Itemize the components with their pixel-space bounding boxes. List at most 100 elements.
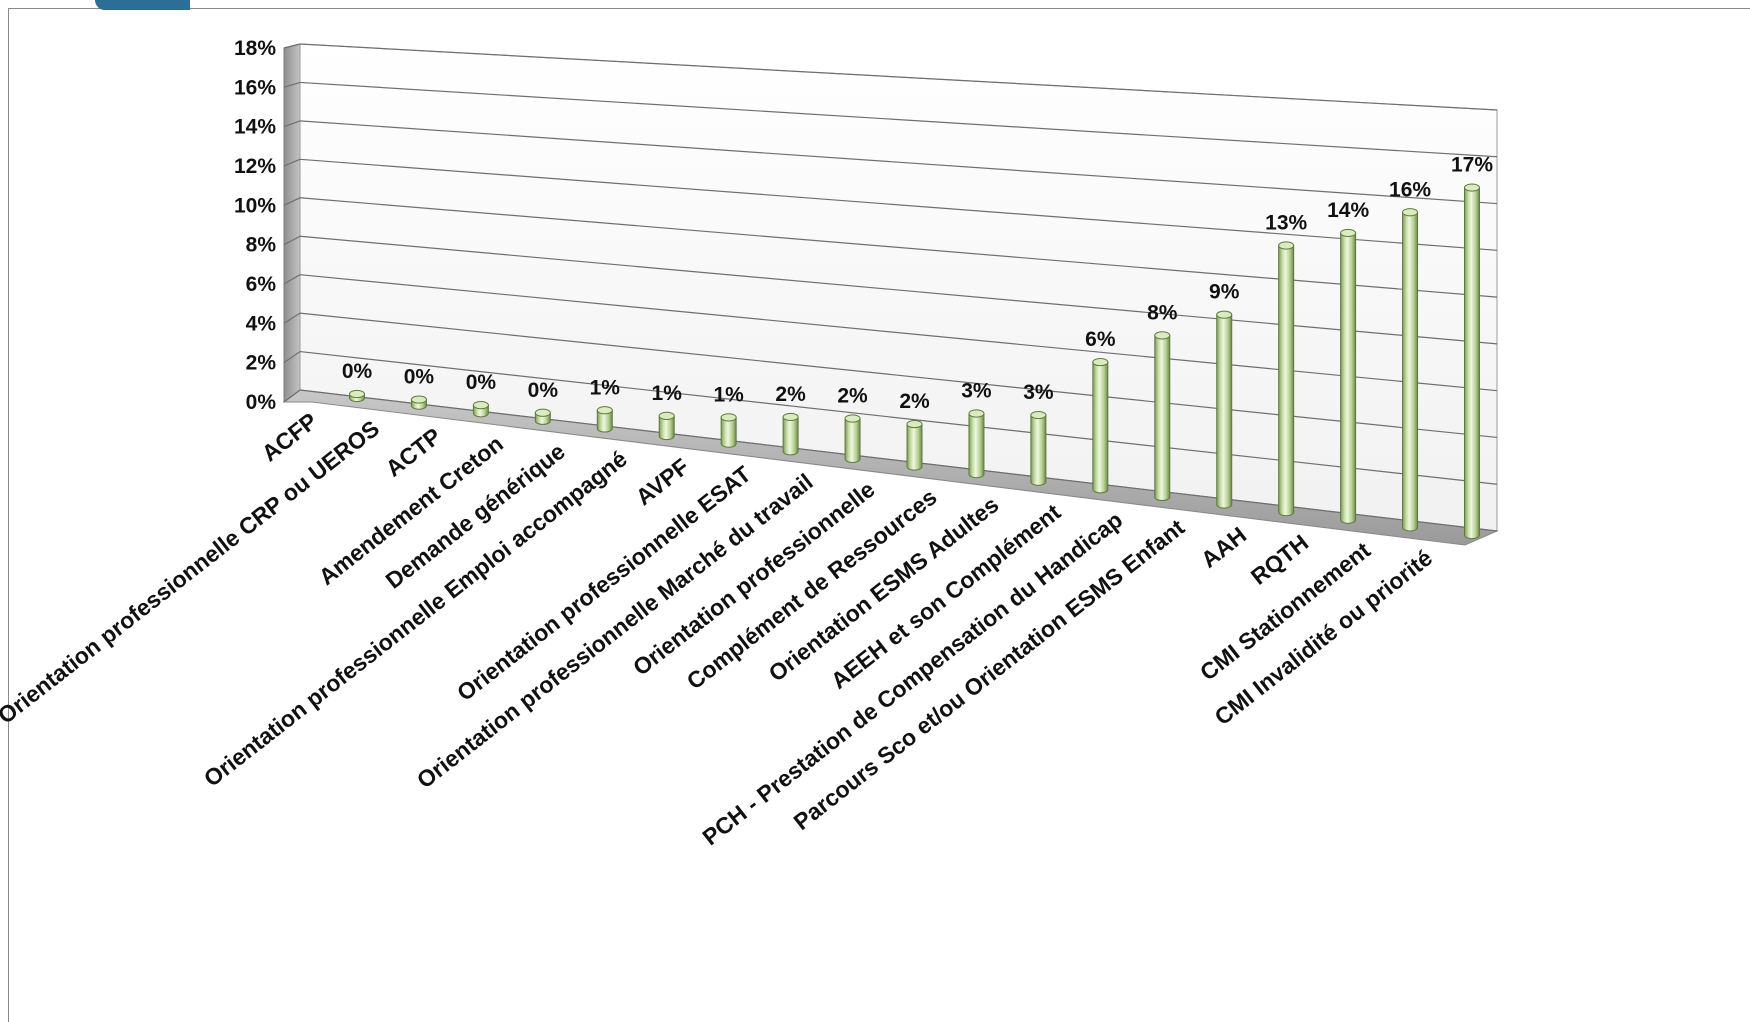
bar-top: [1092, 357, 1109, 367]
bar-top: [658, 411, 675, 420]
bar-body: [1092, 361, 1109, 494]
data-label: 17%: [1451, 154, 1493, 177]
bar: [596, 406, 613, 433]
bar-top: [968, 409, 985, 418]
data-label: 2%: [837, 384, 868, 407]
data-label: 9%: [1209, 281, 1240, 304]
bar-top: [1030, 410, 1047, 420]
bar-body: [906, 423, 923, 471]
bar-top: [1464, 183, 1480, 192]
y-tick-label: 10%: [234, 194, 276, 217]
bar-body: [1216, 314, 1233, 509]
bar: [906, 419, 923, 471]
bar: [1278, 241, 1295, 517]
side-gridline: [283, 389, 301, 403]
gridlines: [283, 43, 1498, 532]
bar-body: [1278, 245, 1295, 517]
side-gridline: [283, 81, 301, 88]
bar-body: [720, 416, 737, 448]
bar-top: [1402, 208, 1419, 217]
bar-top: [906, 419, 923, 429]
gridline: [299, 274, 1498, 392]
bar-body: [658, 415, 675, 441]
gridline: [299, 43, 1498, 111]
y-axis-ticks: 0% 2% 4% 6% 8% 10% 12% 14% 16% 18%: [234, 37, 276, 414]
bar-body: [1464, 187, 1480, 540]
data-labels: 0% 0% 0% 0% 1% 1% 1% 2% 2% 2% 3% 3% 6% 8% 9% 13% 14% 16% 1…: [342, 154, 1494, 414]
bar-body: [1154, 334, 1171, 502]
data-label: 3%: [961, 380, 992, 403]
data-label: 1%: [590, 376, 621, 399]
bar: [1154, 331, 1171, 502]
x-tick-label: AAH: [1196, 522, 1251, 573]
bar-top: [534, 408, 551, 417]
data-label: 0%: [528, 379, 559, 402]
data-label: 0%: [404, 366, 435, 389]
bar-top: [782, 412, 799, 422]
y-tick-label: 8%: [246, 234, 277, 257]
bar: [1216, 310, 1233, 509]
gridline: [299, 158, 1498, 251]
data-label: 1%: [713, 383, 744, 406]
bar: [782, 412, 799, 456]
corner-tab: [95, 0, 190, 10]
bar-body: [968, 413, 985, 479]
bar-body: [596, 409, 613, 433]
y-tick-label: 14%: [234, 116, 276, 139]
y-tick-label: 16%: [234, 76, 276, 99]
bar-top: [1278, 241, 1295, 250]
data-label: 3%: [1023, 381, 1054, 404]
bar-top: [1216, 310, 1233, 319]
side-wall: [283, 43, 301, 403]
bar: [1464, 183, 1480, 540]
side-gridline: [283, 43, 301, 49]
bar: [1402, 208, 1419, 532]
y-tick-label: 18%: [234, 37, 276, 60]
data-label: 16%: [1389, 178, 1431, 201]
gridline: [299, 389, 1498, 532]
y-tick-label: 12%: [234, 155, 276, 178]
gridline: [299, 81, 1498, 158]
data-label: 8%: [1147, 301, 1178, 324]
bar: [658, 411, 675, 441]
y-tick-label: 2%: [246, 352, 277, 375]
bar-body: [1402, 211, 1419, 532]
x-tick-label: AVPF: [631, 453, 694, 510]
data-label: 1%: [652, 382, 683, 405]
chart-frame: [8, 8, 1750, 1022]
data-label: 13%: [1265, 212, 1307, 235]
data-label: 2%: [899, 390, 930, 413]
data-label: 0%: [466, 371, 497, 394]
data-label: 0%: [342, 360, 373, 383]
side-gridline: [283, 120, 301, 128]
bar-top: [1340, 228, 1357, 238]
side-gridline: [283, 312, 301, 324]
gridline: [299, 312, 1498, 439]
bar-top: [844, 414, 861, 423]
bar-top: [596, 406, 613, 415]
gridline: [299, 120, 1498, 205]
bar-body: [1030, 414, 1047, 486]
data-label: 2%: [775, 383, 806, 406]
y-tick-label: 6%: [246, 273, 277, 296]
bar-top: [349, 389, 365, 399]
bar: [1340, 228, 1357, 524]
bar: [720, 413, 737, 448]
bar: [1092, 357, 1109, 494]
bar-top: [1154, 331, 1171, 340]
side-gridline: [283, 235, 301, 246]
side-gridline: [283, 158, 301, 167]
bar-body: [844, 417, 861, 463]
bar: [1030, 410, 1047, 486]
bar: [472, 401, 489, 418]
bar: [844, 414, 861, 463]
side-gridline: [283, 197, 301, 206]
bar-body: [782, 416, 799, 456]
y-tick-label: 0%: [246, 391, 277, 414]
bar-body: [1340, 232, 1357, 524]
gridline: [299, 197, 1498, 298]
data-label: 6%: [1085, 328, 1116, 351]
gridline: [299, 350, 1498, 485]
bar: [349, 389, 365, 403]
side-gridline: [283, 351, 301, 364]
